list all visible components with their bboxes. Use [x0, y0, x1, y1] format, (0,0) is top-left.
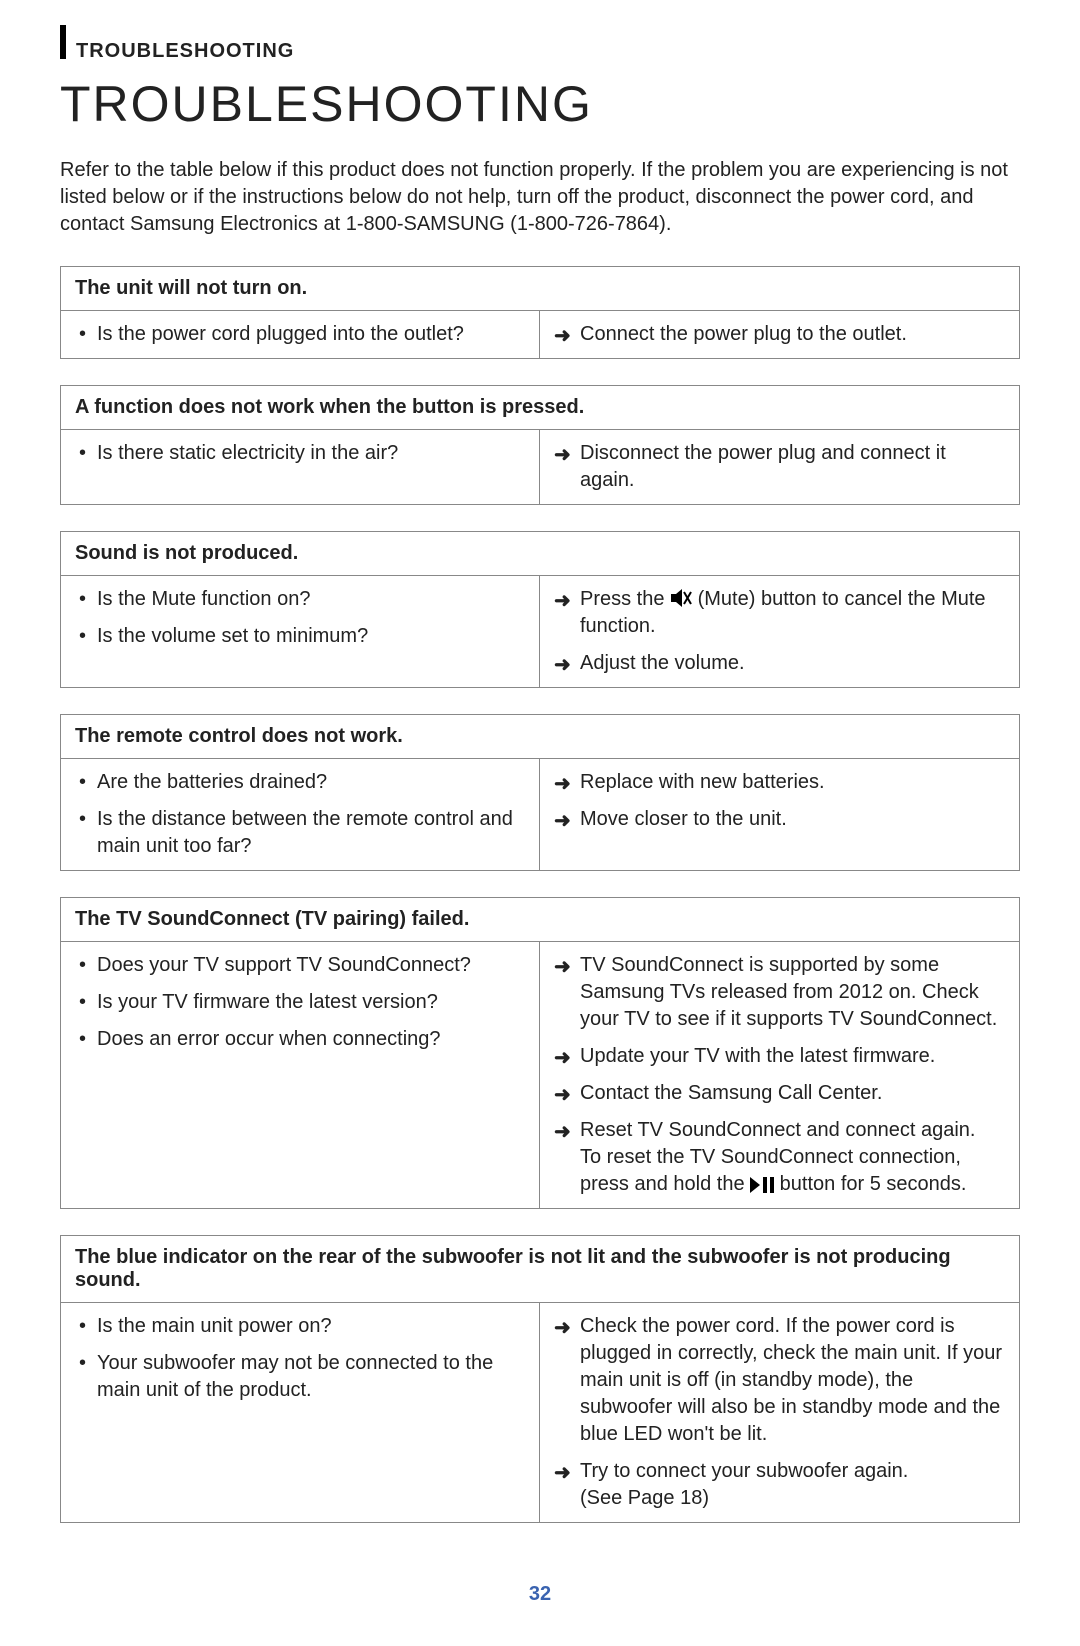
solution-text: Adjust the volume.: [580, 652, 745, 674]
cause-item: Is there static electricity in the air?: [75, 440, 525, 467]
causes-column: Is the power cord plugged into the outle…: [61, 311, 540, 358]
section-label: TROUBLESHOOTING: [76, 40, 294, 63]
solutions-column: ➜ Check the power cord. If the power cord…: [540, 1303, 1019, 1522]
block-row: Are the batteries drained? Is the distanc…: [61, 759, 1019, 870]
cause-item: Does your TV support TV SoundConnect?: [75, 952, 525, 979]
mute-icon: [670, 588, 692, 608]
block-title: Sound is not produced.: [61, 532, 1019, 576]
page-number: 32: [60, 1583, 1020, 1606]
troubleshoot-block: The blue indicator on the rear of the su…: [60, 1235, 1020, 1523]
accent-bar: [60, 25, 66, 59]
solutions-column: ➜ Replace with new batteries. ➜ Move closer…: [540, 759, 1019, 870]
intro-paragraph: Refer to the table below if this product…: [60, 157, 1020, 238]
solutions-column: ➜ Press the (Mute) button to cancel the M…: [540, 576, 1019, 687]
cause-item: Is the volume set to minimum?: [75, 623, 525, 650]
solutions-column: ➜ TV SoundConnect is supported by some Sa…: [540, 942, 1019, 1208]
arrow-icon: ➜: [554, 323, 571, 350]
solution-item: ➜ Disconnect the power plug and connect i…: [554, 440, 1005, 494]
causes-list: Is the Mute function on? Is the volume se…: [75, 586, 525, 650]
arrow-icon: ➜: [554, 442, 571, 469]
block-row: Does your TV support TV SoundConnect? Is …: [61, 942, 1019, 1208]
solution-text: Contact the Samsung Call Center.: [580, 1082, 882, 1104]
solution-text: Press the (Mute) button to cancel the Mu…: [580, 588, 986, 637]
arrow-icon: ➜: [554, 588, 571, 615]
solution-text: Replace with new batteries.: [580, 771, 825, 793]
causes-column: Is the main unit power on? Your subwoofer…: [61, 1303, 540, 1522]
arrow-icon: ➜: [554, 1460, 571, 1487]
arrow-icon: ➜: [554, 771, 571, 798]
solution-item: ➜ Try to connect your subwoofer again.(Se…: [554, 1458, 1005, 1512]
block-row: Is the main unit power on? Your subwoofer…: [61, 1303, 1019, 1522]
solutions-list: ➜ Disconnect the power plug and connect i…: [554, 440, 1005, 494]
cause-item: Are the batteries drained?: [75, 769, 525, 796]
troubleshoot-block: A function does not work when the button…: [60, 385, 1020, 505]
block-title: The remote control does not work.: [61, 715, 1019, 759]
block-row: Is there static electricity in the air? ➜…: [61, 430, 1019, 504]
troubleshoot-block: Sound is not produced. Is the Mute functi…: [60, 531, 1020, 688]
causes-list: Does your TV support TV SoundConnect? Is …: [75, 952, 525, 1053]
solutions-list: ➜ Check the power cord. If the power cord…: [554, 1313, 1005, 1512]
play-pause-icon: [750, 1177, 774, 1193]
section-header: TROUBLESHOOTING: [60, 40, 1020, 63]
solution-item: ➜ Move closer to the unit.: [554, 806, 1005, 833]
solution-text: Try to connect your subwoofer again.(See…: [580, 1460, 908, 1509]
troubleshoot-block: The TV SoundConnect (TV pairing) failed.…: [60, 897, 1020, 1209]
solution-text: Check the power cord. If the power cord …: [580, 1315, 1002, 1445]
block-title: The blue indicator on the rear of the su…: [61, 1236, 1019, 1303]
causes-column: Is there static electricity in the air?: [61, 430, 540, 504]
causes-column: Is the Mute function on? Is the volume se…: [61, 576, 540, 687]
cause-item: Is the Mute function on?: [75, 586, 525, 613]
troubleshoot-block: The unit will not turn on. Is the power c…: [60, 266, 1020, 359]
solution-item: ➜ Adjust the volume.: [554, 650, 1005, 677]
causes-column: Does your TV support TV SoundConnect? Is …: [61, 942, 540, 1208]
solution-item: ➜ TV SoundConnect is supported by some Sa…: [554, 952, 1005, 1033]
block-title: The TV SoundConnect (TV pairing) failed.: [61, 898, 1019, 942]
causes-list: Is the main unit power on? Your subwoofer…: [75, 1313, 525, 1404]
block-row: Is the Mute function on? Is the volume se…: [61, 576, 1019, 687]
solutions-column: ➜ Disconnect the power plug and connect i…: [540, 430, 1019, 504]
solution-item: ➜ Replace with new batteries.: [554, 769, 1005, 796]
block-title: A function does not work when the button…: [61, 386, 1019, 430]
causes-list: Are the batteries drained? Is the distanc…: [75, 769, 525, 860]
solution-text: Reset TV SoundConnect and connect again.…: [580, 1119, 975, 1195]
solution-text: Move closer to the unit.: [580, 808, 787, 830]
arrow-icon: ➜: [554, 954, 571, 981]
solutions-list: ➜ Replace with new batteries. ➜ Move closer…: [554, 769, 1005, 833]
solution-item: ➜ Contact the Samsung Call Center.: [554, 1080, 1005, 1107]
solution-text: Disconnect the power plug and connect it…: [580, 442, 946, 491]
solutions-list: ➜ Press the (Mute) button to cancel the M…: [554, 586, 1005, 677]
troubleshoot-block: The remote control does not work. Are the…: [60, 714, 1020, 871]
cause-item: Is the distance between the remote contr…: [75, 806, 525, 860]
cause-item: Is your TV firmware the latest version?: [75, 989, 525, 1016]
solutions-list: ➜ Connect the power plug to the outlet.: [554, 321, 1005, 348]
solutions-column: ➜ Connect the power plug to the outlet.: [540, 311, 1019, 358]
cause-item: Does an error occur when connecting?: [75, 1026, 525, 1053]
arrow-icon: ➜: [554, 1082, 571, 1109]
cause-item: Is the main unit power on?: [75, 1313, 525, 1340]
block-title: The unit will not turn on.: [61, 267, 1019, 311]
page-root: TROUBLESHOOTING TROUBLESHOOTING Refer to…: [0, 0, 1080, 1646]
arrow-icon: ➜: [554, 652, 571, 679]
causes-column: Are the batteries drained? Is the distanc…: [61, 759, 540, 870]
arrow-icon: ➜: [554, 1315, 571, 1342]
solution-item: ➜ Update your TV with the latest firmware…: [554, 1043, 1005, 1070]
causes-list: Is there static electricity in the air?: [75, 440, 525, 467]
solution-item: ➜ Reset TV SoundConnect and connect again…: [554, 1117, 1005, 1198]
solution-text: TV SoundConnect is supported by some Sam…: [580, 954, 997, 1030]
troubleshooting-list: The unit will not turn on. Is the power c…: [60, 266, 1020, 1523]
solution-item: ➜ Connect the power plug to the outlet.: [554, 321, 1005, 348]
arrow-icon: ➜: [554, 1045, 571, 1072]
block-row: Is the power cord plugged into the outle…: [61, 311, 1019, 358]
page-title: TROUBLESHOOTING: [60, 75, 1020, 133]
arrow-icon: ➜: [554, 1119, 571, 1146]
solution-text: Update your TV with the latest firmware.: [580, 1045, 935, 1067]
solution-item: ➜ Check the power cord. If the power cord…: [554, 1313, 1005, 1448]
solution-text: Connect the power plug to the outlet.: [580, 323, 907, 345]
solutions-list: ➜ TV SoundConnect is supported by some Sa…: [554, 952, 1005, 1198]
cause-item: Is the power cord plugged into the outle…: [75, 321, 525, 348]
arrow-icon: ➜: [554, 808, 571, 835]
solution-item: ➜ Press the (Mute) button to cancel the M…: [554, 586, 1005, 640]
cause-item: Your subwoofer may not be connected to t…: [75, 1350, 525, 1404]
causes-list: Is the power cord plugged into the outle…: [75, 321, 525, 348]
